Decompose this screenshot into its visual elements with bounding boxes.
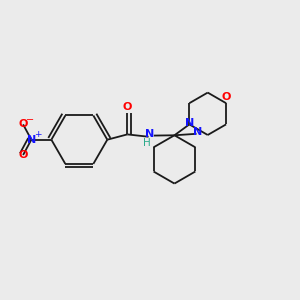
Text: O: O — [123, 102, 132, 112]
Text: N: N — [145, 129, 154, 140]
Text: +: + — [34, 130, 42, 139]
Text: N: N — [185, 118, 195, 128]
Text: O: O — [18, 119, 28, 129]
Text: N: N — [27, 135, 36, 145]
Text: O: O — [18, 150, 28, 160]
Text: N: N — [193, 127, 202, 137]
Text: −: − — [26, 115, 34, 125]
Text: O: O — [222, 92, 231, 102]
Text: H: H — [143, 138, 151, 148]
